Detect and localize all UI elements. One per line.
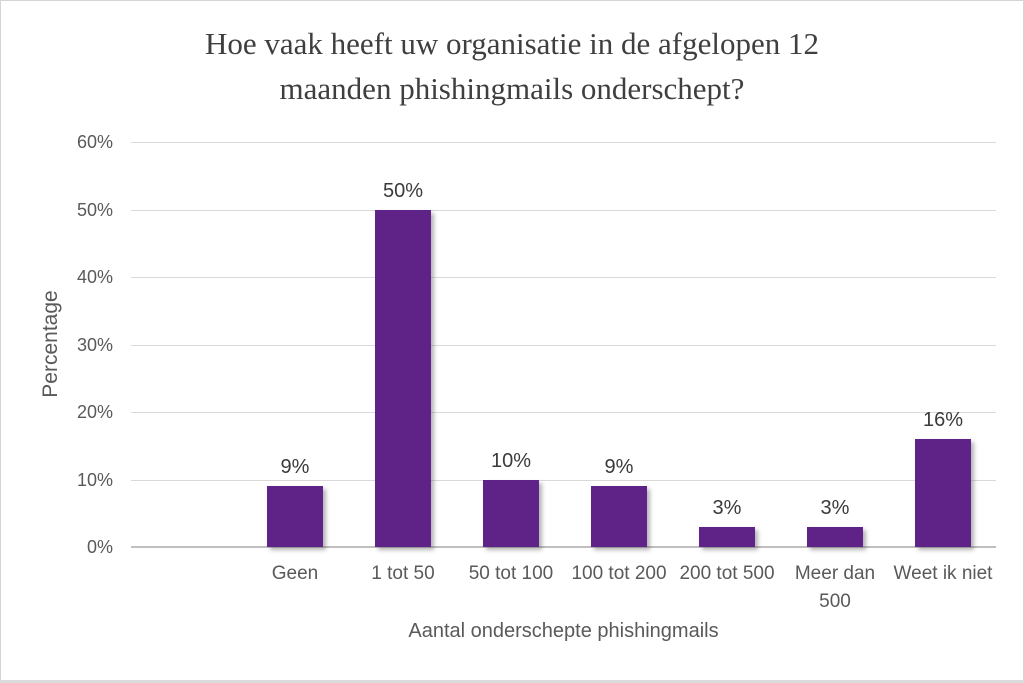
chart-title-line-1: Hoe vaak heeft uw organisatie in de afge… xyxy=(204,26,820,61)
x-tick-label-200-tot-500: 200 tot 500 xyxy=(662,560,792,588)
bar-100-tot-200 xyxy=(591,486,647,547)
x-tick-label-weet-ik-niet: Weet ik niet xyxy=(878,560,1008,588)
x-tick-label-line: 50 tot 100 xyxy=(468,563,554,584)
gridline xyxy=(131,142,996,144)
x-tick-label-geen: Geen xyxy=(230,560,360,588)
bar-1-tot-50 xyxy=(375,209,431,547)
x-tick-label-line: 100 tot 200 xyxy=(571,563,667,584)
x-axis-title: Aantal onderschepte phishingmails xyxy=(408,620,719,642)
x-tick-label-line: 1 tot 50 xyxy=(371,563,435,584)
bar-value-label-50-tot-100: 10% xyxy=(490,449,532,472)
gridline xyxy=(131,277,996,279)
x-tick-label-50-tot-100: 50 tot 100 xyxy=(446,560,576,588)
y-tick-label: 0% xyxy=(86,537,113,557)
y-tick-label: 50% xyxy=(76,199,113,220)
y-tick-label: 60% xyxy=(76,132,113,153)
bar-value-label-weet-ik-niet: 16% xyxy=(922,409,964,432)
x-tick-label-meer-dan-500: Meer dan 500 xyxy=(770,560,900,616)
gridline xyxy=(131,412,996,414)
x-tick-label-line: Geen xyxy=(271,563,319,584)
bar-meer-dan-500 xyxy=(807,526,863,547)
chart-title: Hoe vaak heeft uw organisatie in de afge… xyxy=(1,21,1023,111)
y-tick-label: 10% xyxy=(76,469,113,490)
x-tick-label-1-tot-50: 1 tot 50 xyxy=(338,560,468,588)
bar-weet-ik-niet xyxy=(915,439,971,547)
bar-value-label-geen: 9% xyxy=(280,456,310,479)
y-tick-label: 20% xyxy=(76,402,113,423)
y-tick-label: 30% xyxy=(76,334,113,355)
x-tick-label-line: Meer dan xyxy=(794,563,876,584)
bar-50-tot-100 xyxy=(483,479,539,547)
bar-value-label-100-tot-200: 9% xyxy=(604,456,634,479)
chart-title-line-2: maanden phishingmails onderschept? xyxy=(279,71,745,106)
gridline xyxy=(131,479,996,481)
bar-value-label-200-tot-500: 3% xyxy=(712,496,742,519)
bar-value-label-1-tot-50: 50% xyxy=(382,179,424,202)
x-axis-line xyxy=(131,546,996,548)
bar-value-label-meer-dan-500: 3% xyxy=(820,496,850,519)
gridline xyxy=(131,344,996,346)
y-tick-label: 40% xyxy=(76,267,113,288)
x-tick-label-line: 500 xyxy=(819,591,851,612)
x-tick-label-line: Weet ik niet xyxy=(893,563,993,584)
bar-200-tot-500 xyxy=(699,526,755,547)
x-tick-label-100-tot-200: 100 tot 200 xyxy=(554,560,684,588)
x-tick-label-line: 200 tot 500 xyxy=(679,563,775,584)
bar-geen xyxy=(267,486,323,547)
gridline xyxy=(131,209,996,211)
